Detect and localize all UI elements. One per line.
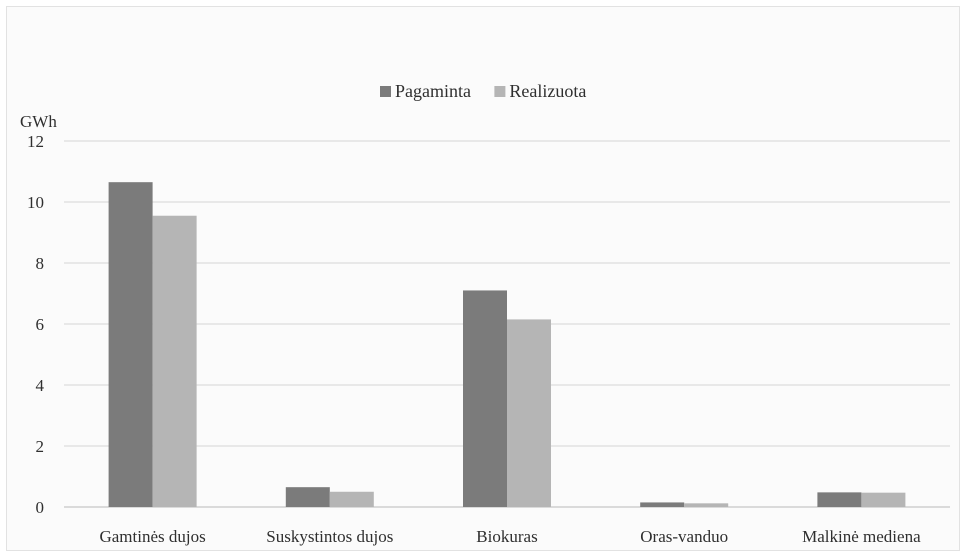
x-tick-label: Suskystintos dujos — [266, 527, 393, 546]
legend-swatch-realizuota — [494, 86, 506, 97]
y-tick-label: 10 — [27, 193, 44, 212]
bar-pagaminta — [817, 492, 862, 507]
legend: Pagaminta Realizuota — [380, 81, 586, 101]
x-tick-label: Oras-vanduo — [640, 527, 728, 546]
bar-pagaminta — [108, 182, 153, 508]
legend-label-realizuota: Realizuota — [509, 81, 586, 101]
axes: 0 2 4 6 8 10 12 Gamtinės dujos Suskystintos dujo… — [27, 132, 921, 546]
bar-realizuota — [152, 215, 197, 507]
bar-realizuota — [684, 503, 729, 507]
y-tick-label: 6 — [36, 315, 45, 334]
y-tick-label: 12 — [27, 132, 44, 151]
legend-swatch-pagaminta — [380, 86, 391, 97]
bar-realizuota — [861, 492, 906, 507]
y-unit-label: GWh — [20, 112, 57, 131]
legend-label-pagaminta: Pagaminta — [395, 81, 471, 101]
y-tick-label: 8 — [36, 254, 45, 273]
gridlines — [64, 140, 950, 508]
bar-realizuota — [329, 491, 374, 507]
bar-realizuota — [507, 319, 551, 507]
bar-pagaminta — [285, 487, 330, 507]
y-tick-label: 0 — [36, 498, 45, 517]
x-tick-label: Gamtinės dujos — [99, 527, 205, 546]
x-tick-label: Biokuras — [476, 527, 537, 546]
y-tick-label: 2 — [36, 437, 45, 456]
y-tick-label: 4 — [36, 376, 45, 395]
x-tick-label: Malkinė mediena — [802, 527, 921, 546]
bar-pagaminta — [463, 290, 507, 507]
bar-pagaminta — [640, 502, 685, 507]
bars — [108, 182, 906, 508]
